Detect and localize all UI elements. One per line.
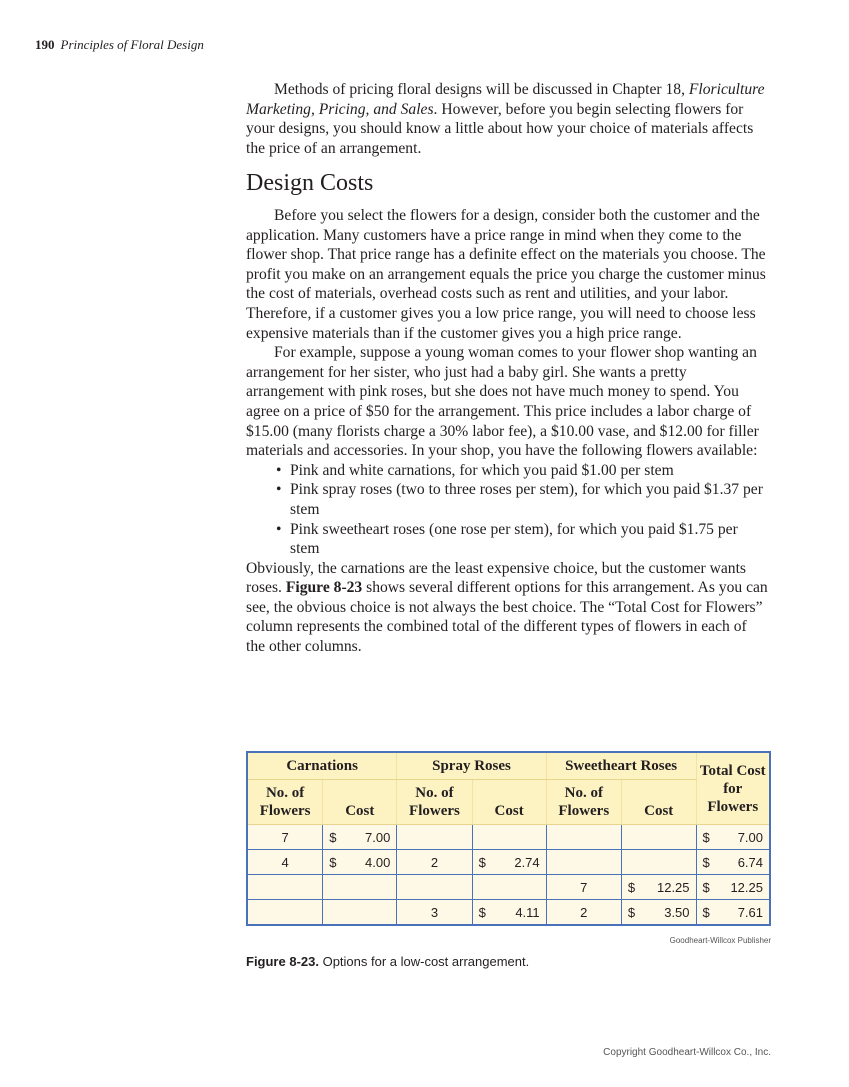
paragraph: Before you select the flowers for a desi…: [246, 207, 766, 342]
table-row: 3 $4.11 2 $3.50 $7.61: [246, 899, 771, 926]
currency-symbol: $: [478, 854, 486, 870]
cell-total: $6.74: [695, 849, 771, 875]
currency-symbol: $: [329, 829, 337, 845]
group-header: Carnations: [246, 751, 398, 780]
currency-symbol: $: [702, 904, 710, 920]
cost-value: 7.00: [365, 829, 391, 845]
cost-table: Carnations Spray Roses Sweetheart Roses …: [246, 751, 771, 926]
cell-sweet-no: 2: [545, 899, 622, 926]
caption-text: Options for a low-cost arrangement.: [318, 954, 530, 969]
intro-paragraph: Methods of pricing floral designs will b…: [246, 80, 768, 158]
page-number: 190: [35, 37, 55, 52]
table-row: 7 $12.25 $12.25: [246, 874, 771, 900]
intro-text: Methods of pricing floral designs will b…: [274, 81, 689, 98]
cell-spray-no: [396, 874, 473, 900]
cell-spray-no: 3: [396, 899, 473, 926]
cell-total: $7.61: [695, 899, 771, 926]
currency-symbol: $: [702, 854, 710, 870]
cost-value: 12.25: [656, 879, 690, 895]
cell-spray-cost: [471, 824, 547, 850]
cell-sweet-no: 7: [545, 874, 622, 900]
cost-value: 12.25: [730, 879, 763, 895]
section-body: Before you select the flowers for a desi…: [246, 206, 768, 657]
table-row: 4 $4.00 2 $2.74 $6.74: [246, 849, 771, 875]
cell-sweet-cost: [620, 849, 697, 875]
cell-sweet-cost: $3.50: [620, 899, 697, 926]
cell-carn-no: 7: [246, 824, 324, 850]
cell-carn-cost: $7.00: [322, 824, 398, 850]
chapter-title: Floriculture Marketing, Pricing, and Sal…: [246, 81, 765, 118]
cost-value: 4.00: [365, 854, 391, 870]
group-header: Spray Roses: [396, 751, 547, 780]
table-row: 7 $7.00 $7.00: [246, 824, 771, 850]
cost-value: 3.50: [664, 904, 690, 920]
figure-reference: Figure 8-23: [285, 579, 363, 597]
currency-symbol: $: [702, 829, 710, 845]
copyright: Copyright Goodheart-Willcox Co., Inc.: [603, 1047, 771, 1058]
paragraph: Obviously, the carnations are the least …: [246, 559, 768, 656]
list-item: Pink spray roses (two to three roses per…: [276, 480, 768, 519]
col-header: Cost: [471, 779, 547, 825]
group-header: Sweetheart Roses: [545, 751, 697, 780]
cell-spray-cost: $2.74: [471, 849, 547, 875]
currency-symbol: $: [627, 879, 636, 895]
currency-symbol: $: [627, 904, 636, 920]
flower-list: Pink and white carnations, for which you…: [246, 461, 768, 559]
col-header: No. of Flowers: [396, 779, 473, 825]
book-title: Principles of Floral Design: [60, 37, 204, 52]
cell-spray-cost: [471, 874, 547, 900]
cell-total: $7.00: [695, 824, 771, 850]
cost-value: 7.61: [737, 904, 763, 920]
paragraph: For example, suppose a young woman comes…: [246, 344, 759, 460]
cost-value: 6.74: [737, 854, 763, 870]
cost-value: 4.11: [515, 904, 540, 920]
total-header: Total Cost for Flowers: [695, 751, 771, 825]
section-heading: Design Costs: [246, 170, 374, 196]
col-header: No. of Flowers: [545, 779, 622, 825]
running-header: 190 Principles of Floral Design: [35, 37, 204, 53]
currency-symbol: $: [702, 879, 710, 895]
currency-symbol: $: [329, 854, 337, 870]
cost-value: 2.74: [514, 854, 540, 870]
cell-carn-no: [246, 874, 324, 900]
cell-total: $12.25: [695, 874, 771, 900]
cell-carn-cost: $4.00: [322, 849, 398, 875]
cost-value: 7.00: [737, 829, 763, 845]
cell-spray-cost: $4.11: [471, 899, 547, 926]
intro-text-end: . However, before you begin selecting fl…: [246, 100, 754, 157]
list-item: Pink sweetheart roses (one rose per stem…: [276, 520, 768, 559]
figure-label: Figure 8-23.: [246, 954, 319, 969]
col-header: Cost: [322, 779, 398, 825]
cell-carn-cost: [322, 899, 398, 926]
cell-carn-cost: [322, 874, 398, 900]
cell-carn-no: [246, 899, 324, 926]
cell-spray-no: [396, 824, 473, 850]
cell-spray-no: 2: [396, 849, 473, 875]
currency-symbol: $: [478, 904, 486, 920]
cell-carn-no: 4: [246, 849, 324, 875]
col-header: No. of Flowers: [246, 779, 324, 825]
figure-caption: Figure 8-23. Options for a low-cost arra…: [246, 954, 529, 969]
cell-sweet-cost: [620, 824, 697, 850]
cell-sweet-no: [545, 824, 622, 850]
list-item: Pink and white carnations, for which you…: [276, 461, 768, 481]
col-header: Cost: [620, 779, 697, 825]
figure-credit: Goodheart-Willcox Publisher: [669, 936, 771, 945]
cell-sweet-cost: $12.25: [620, 874, 697, 900]
cell-sweet-no: [545, 849, 622, 875]
